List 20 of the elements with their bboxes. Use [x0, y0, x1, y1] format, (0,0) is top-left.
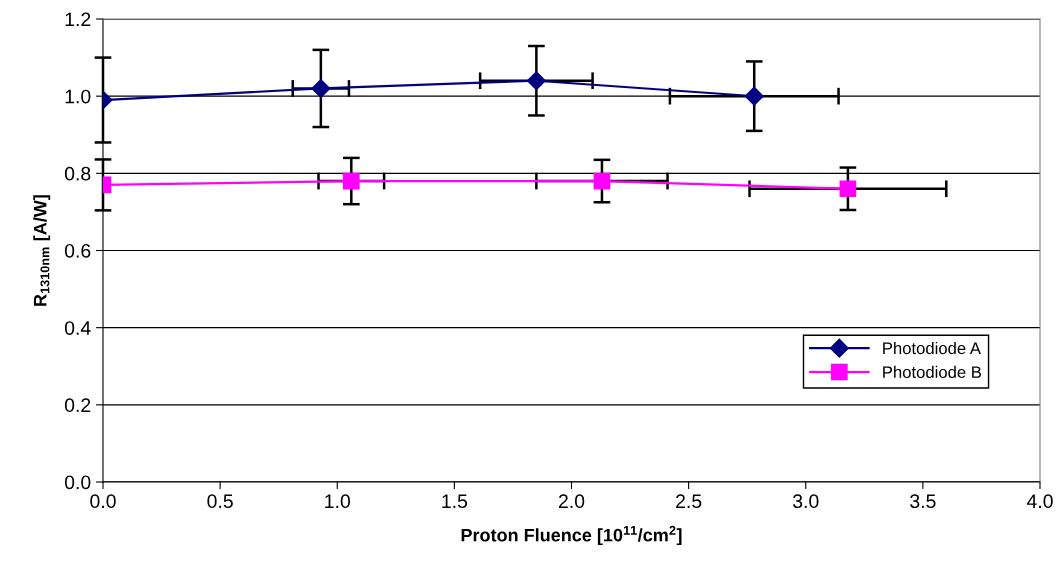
- x-tick-label: 0.0: [90, 494, 116, 509]
- y-tick-label: 0.6: [64, 243, 91, 258]
- x-axis-title: Proton Fluence [10$^{11}$/cm$^{2}$]: [461, 525, 682, 546]
- y-tick-label: 0.0: [64, 475, 91, 490]
- legend-label: Photodiode A: [883, 341, 981, 355]
- y-tick-label: 1.0: [65, 89, 91, 104]
- x-tick-label: 3.5: [910, 494, 936, 509]
- x-tick-label: 4.0: [1026, 494, 1053, 509]
- x-tick-label: 3.0: [792, 494, 819, 509]
- x-tick-label: 1.5: [442, 494, 468, 509]
- y-axis-title: R$_{1310nm}$ [A/W]: [33, 195, 51, 306]
- y-tick-label: 0.2: [64, 398, 91, 413]
- x-tick-label: 0.5: [207, 494, 233, 509]
- x-tick-label: 1.0: [325, 494, 351, 509]
- y-tick-label: 1.2: [65, 12, 91, 27]
- x-tick-label: 2.0: [558, 494, 585, 509]
- x-tick-label: 2.5: [676, 494, 702, 509]
- y-tick-label: 0.4: [64, 321, 91, 335]
- legend-label: Photodiode B: [883, 365, 982, 379]
- y-tick-label: 0.8: [64, 166, 91, 181]
